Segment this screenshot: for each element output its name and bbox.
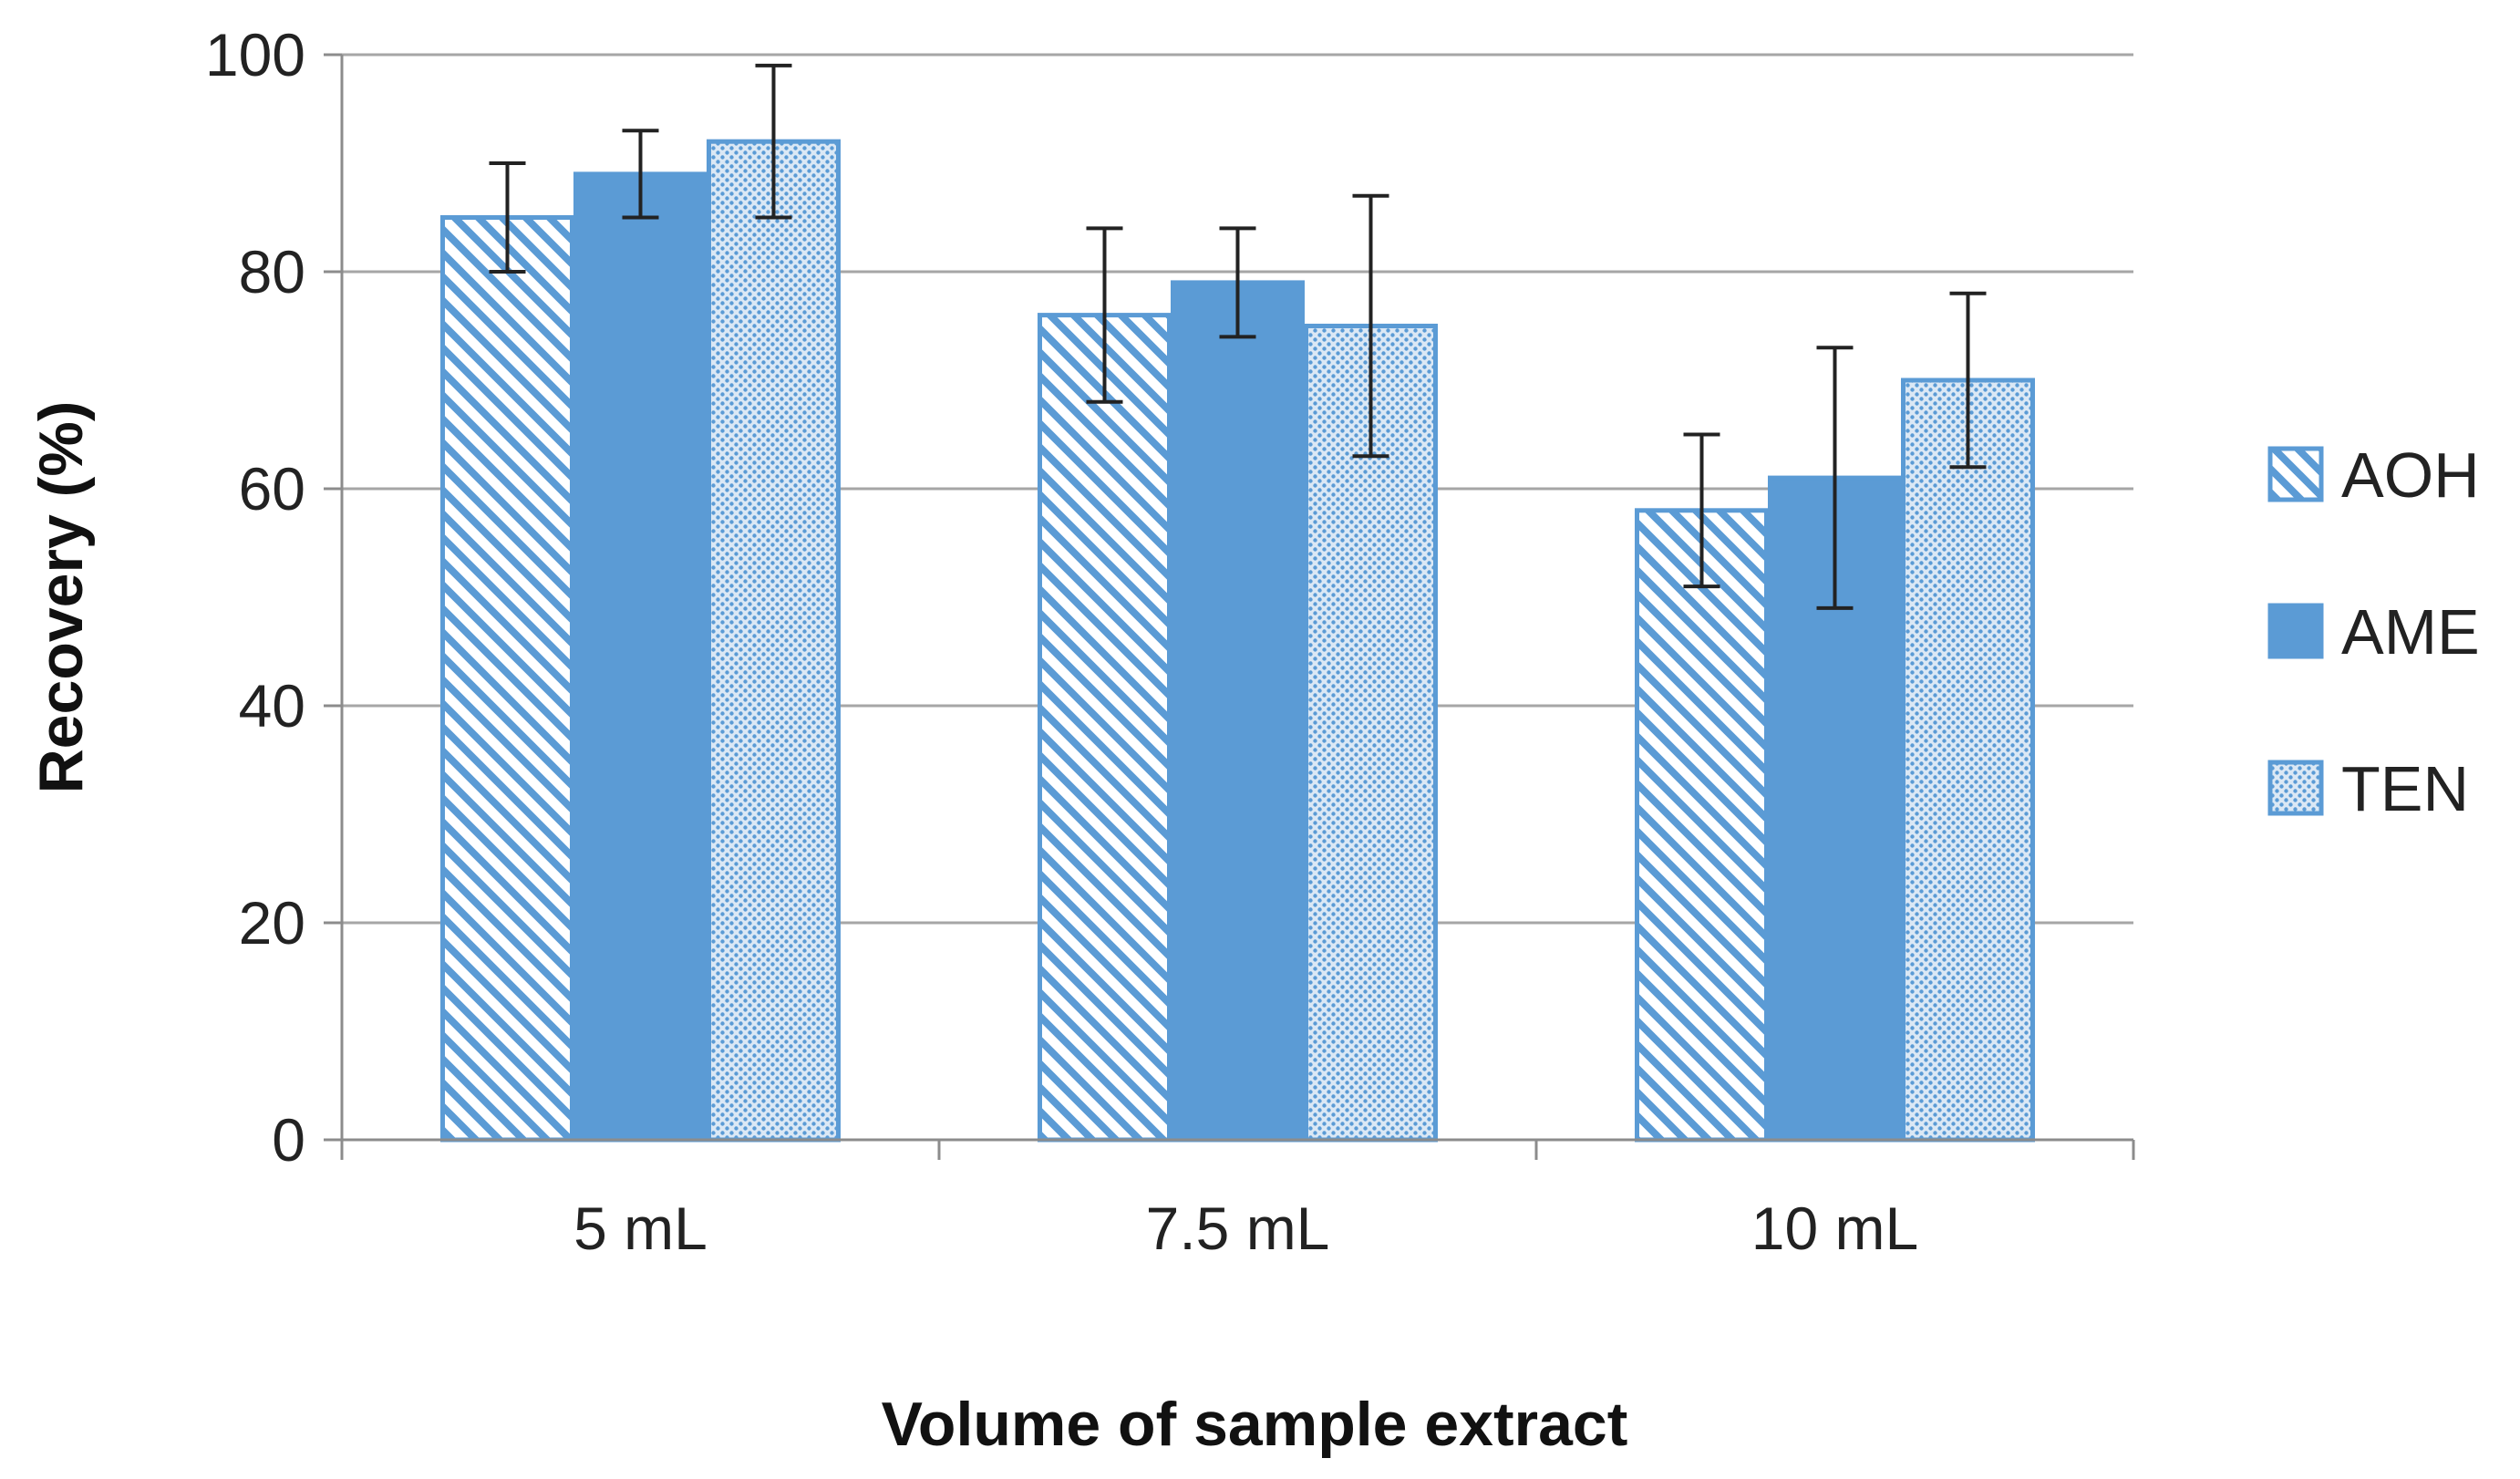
x-tick-label: 7.5 mL bbox=[1146, 1195, 1330, 1262]
error-bar-ame-2 bbox=[1816, 346, 1854, 610]
legend-swatch-ten bbox=[2267, 760, 2324, 816]
axes bbox=[324, 53, 2135, 1160]
legend-swatch-ame bbox=[2267, 603, 2324, 659]
y-tick-label: 60 bbox=[239, 455, 305, 522]
bar-aoh-1 bbox=[1038, 313, 1172, 1143]
error-bars bbox=[489, 63, 1987, 610]
y-tick-label: 40 bbox=[239, 672, 305, 740]
error-bar-aoh-2 bbox=[1683, 432, 1720, 589]
bar-ame-0 bbox=[573, 171, 707, 1143]
error-bar-ame-1 bbox=[1219, 226, 1256, 339]
legend-entry-ten: TEN bbox=[2267, 753, 2469, 824]
error-bar-aoh-1 bbox=[1086, 226, 1123, 404]
legend-entry-ame: AME bbox=[2267, 596, 2480, 667]
y-tick-label: 20 bbox=[239, 889, 305, 957]
bar-ten-0 bbox=[707, 139, 841, 1143]
legend: AOH AME TEN bbox=[2267, 440, 2480, 824]
x-axis-title: Volume of sample extract bbox=[882, 1390, 1628, 1459]
bars bbox=[440, 139, 2035, 1143]
legend-label-ame: AME bbox=[2341, 596, 2480, 667]
legend-swatch-aoh bbox=[2267, 446, 2324, 502]
y-axis-title: Recovery (%) bbox=[26, 401, 96, 794]
error-bar-ten-2 bbox=[1949, 291, 1987, 470]
error-bar-ame-0 bbox=[622, 129, 659, 220]
legend-label-aoh: AOH bbox=[2341, 440, 2480, 511]
bar-aoh-0 bbox=[440, 215, 574, 1143]
error-bar-ten-0 bbox=[755, 63, 792, 220]
bar-ten-2 bbox=[1901, 378, 2035, 1143]
bar-aoh-2 bbox=[1635, 508, 1769, 1143]
tick-labels: 0 20 40 60 80 100 5 mL 7.5 mL 10 mL bbox=[205, 21, 1918, 1262]
x-tick-label: 5 mL bbox=[573, 1195, 707, 1262]
y-tick-label: 0 bbox=[272, 1106, 305, 1174]
x-tick-label: 10 mL bbox=[1751, 1195, 1918, 1262]
legend-label-ten: TEN bbox=[2341, 753, 2469, 824]
error-bar-ten-1 bbox=[1352, 193, 1389, 459]
error-bar-aoh-0 bbox=[489, 161, 526, 274]
bar-ame-1 bbox=[1171, 280, 1305, 1143]
y-tick-label: 80 bbox=[239, 238, 305, 305]
y-tick-label: 100 bbox=[205, 21, 305, 88]
legend-entry-aoh: AOH bbox=[2267, 440, 2480, 511]
